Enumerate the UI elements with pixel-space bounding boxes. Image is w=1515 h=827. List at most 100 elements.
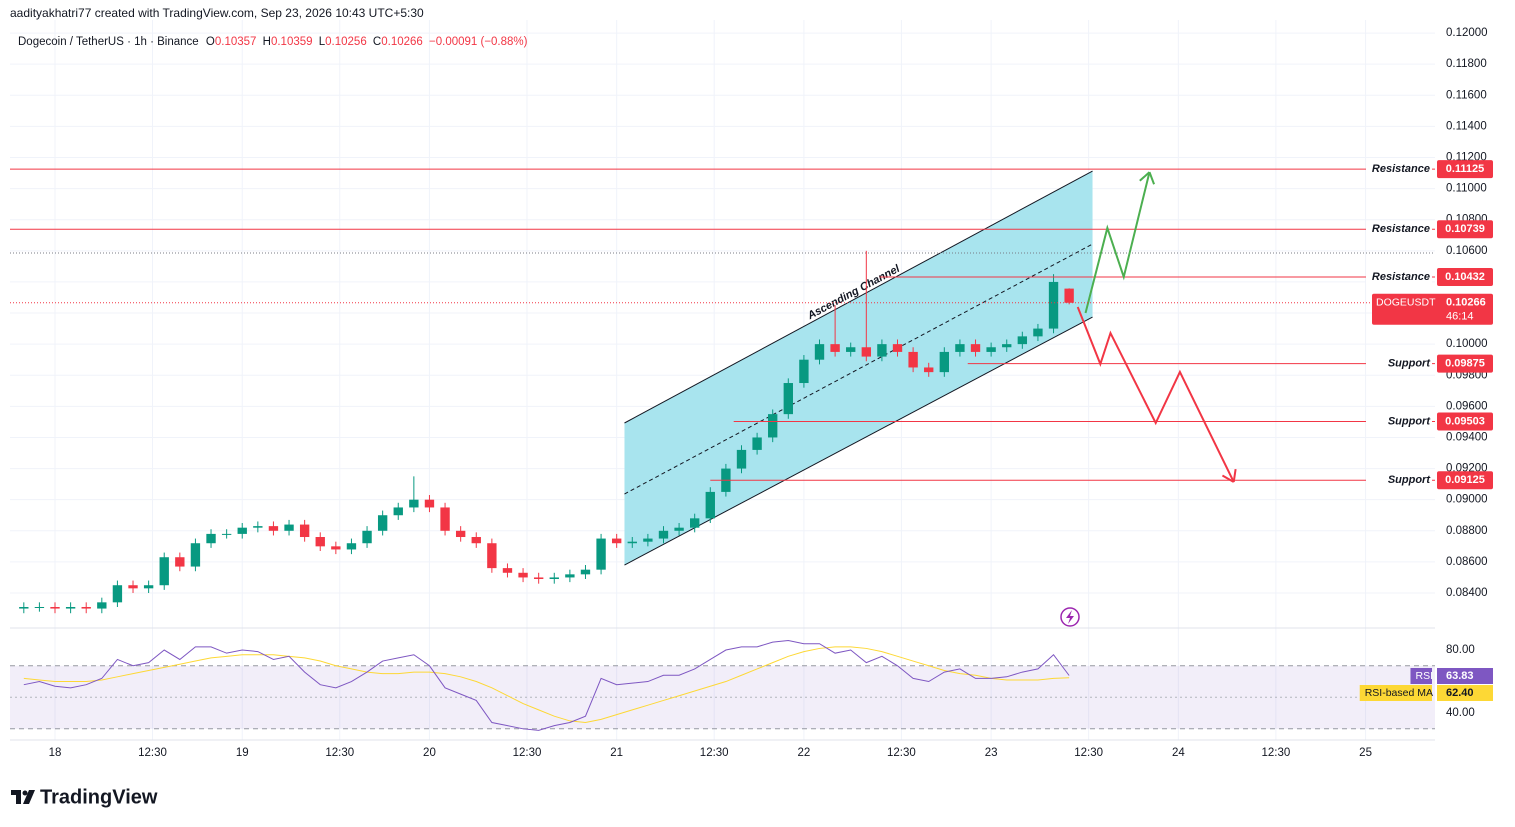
candle-body xyxy=(939,351,950,373)
y-tick-label: 0.09600 xyxy=(1446,400,1488,412)
level-badge-value: 0.11125 xyxy=(1446,163,1485,175)
candle-body xyxy=(814,344,825,360)
candle-body xyxy=(393,507,403,516)
projection-path xyxy=(1076,306,1235,483)
candle-body xyxy=(34,607,45,609)
y-tick-label: 0.11600 xyxy=(1446,89,1487,101)
candle-body xyxy=(830,344,840,352)
y-tick-label: 0.10600 xyxy=(1446,245,1488,257)
candle-body xyxy=(1048,281,1059,329)
candle-body xyxy=(736,449,747,469)
x-tick-label: 19 xyxy=(236,747,249,759)
series-name: RSI xyxy=(1415,670,1433,682)
price-pane: Ascending ChannelResistanceResistanceRes… xyxy=(10,162,1435,614)
channel-lower xyxy=(624,316,1093,566)
axes: 18 12:30 19 12:30 20 12:30 21 12:30 22 12:30 23 12:… xyxy=(10,27,1493,759)
level-badge xyxy=(1437,160,1493,179)
candle-body xyxy=(799,359,809,384)
series-value-badge xyxy=(1437,668,1493,684)
x-tick-label: 12:30 xyxy=(700,747,729,759)
level-badge-value: 0.09503 xyxy=(1445,415,1485,427)
logo-mark xyxy=(11,790,35,804)
level-label: Support xyxy=(1388,474,1431,486)
logo: TradingView xyxy=(11,786,158,808)
candle-body xyxy=(81,607,91,609)
x-tick-label: 25 xyxy=(1359,747,1372,759)
candle-body xyxy=(112,585,123,603)
y-tick-label: 0.08400 xyxy=(1446,587,1488,599)
candle-body xyxy=(331,546,341,550)
candle-body xyxy=(783,383,793,415)
candle-body xyxy=(268,526,279,531)
x-tick-label: 20 xyxy=(423,747,436,759)
x-tick-label: 12:30 xyxy=(1261,747,1290,759)
candle-body xyxy=(409,499,419,508)
candle-body xyxy=(1064,288,1074,303)
candle-body xyxy=(627,541,637,544)
symbol-legend: Dogecoin / TetherUS · 1h · Binance O0.10… xyxy=(18,36,528,48)
y-tick-label: 0.11000 xyxy=(1446,183,1487,195)
level-label: Support xyxy=(1388,415,1431,427)
candle-body xyxy=(970,344,981,352)
level-badge xyxy=(1437,354,1493,373)
candle-body xyxy=(377,515,388,531)
logo-dot xyxy=(22,790,28,796)
level-label-bg xyxy=(1366,269,1432,284)
series-value-badge xyxy=(1437,685,1493,701)
x-tick-label: 12:30 xyxy=(887,747,916,759)
candle-body xyxy=(299,524,310,538)
x-tick-label: 12:30 xyxy=(1074,747,1103,759)
candle-body xyxy=(658,530,669,539)
rsi-line xyxy=(23,640,1070,731)
alert-bolt[interactable] xyxy=(1066,610,1074,624)
candle-body xyxy=(877,344,887,357)
candle-body xyxy=(1033,328,1043,337)
candle-body xyxy=(518,572,528,578)
level-label-bg xyxy=(1366,414,1432,429)
series-value: 62.40 xyxy=(1446,687,1474,699)
projection-arrowhead xyxy=(1221,474,1235,483)
ohlc-value: 0.10266 xyxy=(381,36,423,48)
candle-body xyxy=(440,507,450,531)
x-tick-label: 24 xyxy=(1172,747,1185,759)
candle-body xyxy=(705,491,715,519)
level-label-bg xyxy=(1366,162,1432,177)
price-value: 0.10266 xyxy=(1446,297,1486,309)
level-badge-value: 0.09875 xyxy=(1445,357,1485,369)
candle-body xyxy=(643,538,653,542)
candle-body xyxy=(892,344,903,352)
candle-body xyxy=(253,526,263,528)
x-tick-label: 23 xyxy=(985,747,998,759)
x-tick-label: 21 xyxy=(610,747,623,759)
candle-body xyxy=(487,543,497,569)
projection-arrowhead xyxy=(1139,171,1151,182)
level-label-bg xyxy=(1366,473,1432,488)
x-tick-label: 12:30 xyxy=(138,747,167,759)
candle-body xyxy=(1002,344,1012,348)
candle-body xyxy=(690,518,700,528)
candle-body xyxy=(424,499,435,508)
candle-body xyxy=(159,557,169,586)
projection-path xyxy=(1084,171,1151,314)
candle-body xyxy=(206,533,216,544)
candle-body xyxy=(346,543,357,550)
candle-body xyxy=(471,537,481,544)
y-tick-label: 0.11800 xyxy=(1446,58,1487,70)
candle-body xyxy=(580,569,591,575)
y-tick-label: 0.10000 xyxy=(1446,338,1488,350)
level-badge xyxy=(1437,412,1493,431)
price-badge xyxy=(1372,293,1493,325)
price-symbol: DOGEUSDT xyxy=(1376,297,1436,309)
candle-body xyxy=(19,607,29,609)
candle-body xyxy=(315,537,325,547)
ohlc-label: O xyxy=(206,36,215,48)
alert-icon[interactable] xyxy=(1060,607,1080,627)
candle-body xyxy=(674,527,684,531)
candle-body xyxy=(455,530,466,538)
candle-body xyxy=(768,414,778,438)
ohlc-value: 0.10357 xyxy=(215,36,257,48)
candle-body xyxy=(611,538,622,544)
y-tick-label: 0.08600 xyxy=(1446,556,1488,568)
level-badge xyxy=(1437,220,1493,239)
